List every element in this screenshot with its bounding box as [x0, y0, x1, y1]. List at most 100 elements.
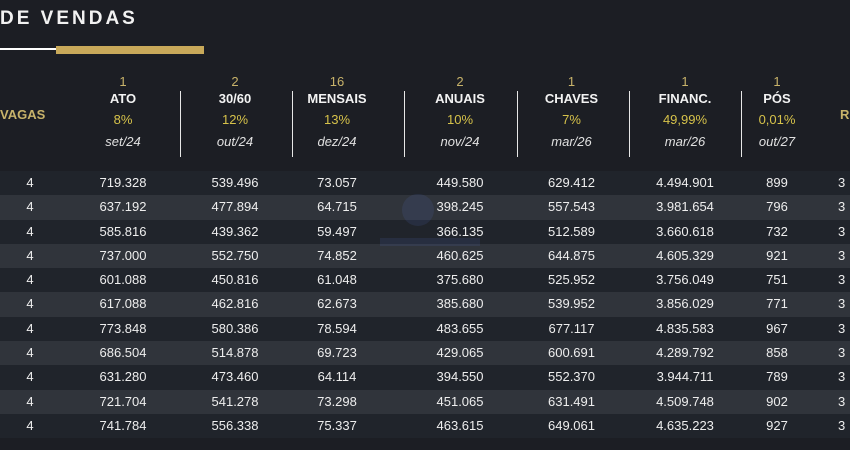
cell-mensais: 74.852 — [317, 247, 357, 263]
cell-r: 3 — [838, 417, 846, 433]
table-row: 4 617.088 462.816 62.673 385.680 539.952 3.856… — [0, 292, 850, 317]
cell-vagas: 4 — [26, 272, 34, 288]
installment-count: 2 — [456, 74, 464, 89]
cell-financ: 4.635.223 — [656, 417, 714, 433]
cell-vagas: 4 — [26, 369, 34, 385]
table-row: 4 719.328 539.496 73.057 449.580 629.412 4.494… — [0, 171, 850, 196]
cell-mensais: 62.673 — [317, 296, 357, 312]
cell-vagas: 4 — [26, 296, 34, 312]
installment-count: 1 — [773, 74, 781, 89]
header-mensais: 16 MENSAIS 13% dez/24 — [292, 70, 382, 162]
cell-vagas: 4 — [26, 320, 34, 336]
cell-mensais: 73.057 — [317, 175, 357, 190]
cell-ato: 585.816 — [99, 223, 147, 239]
cell-chaves: 557.543 — [548, 199, 595, 215]
cell-pos: 921 — [766, 247, 788, 263]
cell-financ: 3.856.029 — [656, 296, 714, 312]
cell-m3060: 477.894 — [211, 199, 259, 215]
table-row: 4 686.504 514.878 69.723 429.065 600.691 4.289… — [0, 341, 850, 366]
cell-vagas: 4 — [26, 247, 34, 263]
due-date: nov/24 — [440, 134, 480, 149]
due-date: mar/26 — [664, 134, 706, 149]
cell-ato: 686.504 — [99, 345, 147, 361]
due-date: out/27 — [758, 134, 796, 149]
column-name: 30/60 — [218, 91, 252, 106]
percentage: 0,01% — [758, 112, 796, 127]
cell-r: 3 — [838, 223, 846, 239]
due-date: out/24 — [216, 134, 254, 149]
percentage: 8% — [113, 112, 133, 127]
cell-anuais: 483.655 — [436, 320, 484, 336]
cell-mensais: 59.497 — [317, 223, 357, 239]
cell-chaves: 512.589 — [548, 223, 595, 239]
cell-pos: 858 — [766, 345, 788, 361]
cell-mensais: 61.048 — [317, 272, 357, 288]
cell-vagas: 4 — [26, 417, 34, 433]
title-underline-gold — [56, 46, 204, 54]
percentage: 12% — [221, 112, 249, 127]
table-row: 4 585.816 439.362 59.497 366.135 512.589 3.660… — [0, 219, 850, 244]
table-row: 4 637.192 477.894 64.715 398.245 557.543 3.981… — [0, 195, 850, 220]
cell-r: 3 — [838, 296, 846, 312]
column-divider — [517, 91, 518, 157]
header-financ: 1 FINANC. 49,99% mar/26 — [645, 70, 725, 162]
cell-pos: 771 — [766, 296, 788, 312]
table-row: 4 741.784 556.338 75.337 463.615 649.061 4.635… — [0, 413, 850, 439]
due-date: mar/26 — [551, 134, 592, 149]
installment-count: 1 — [119, 74, 127, 89]
percentage: 7% — [562, 112, 581, 127]
header-ato: 1 ATO 8% set/24 — [88, 70, 158, 162]
cell-anuais: 463.615 — [436, 417, 484, 433]
cell-mensais: 78.594 — [317, 320, 357, 336]
table-row: 4 737.000 552.750 74.852 460.625 644.875 4.605… — [0, 243, 850, 269]
due-date: set/24 — [105, 134, 141, 149]
cell-financ: 4.509.748 — [656, 393, 714, 409]
cell-chaves: 631.491 — [548, 393, 595, 409]
cell-chaves: 525.952 — [548, 272, 595, 288]
cell-vagas: 4 — [26, 223, 34, 239]
cell-ato: 773.848 — [99, 320, 147, 336]
cell-m3060: 541.278 — [211, 393, 259, 409]
due-date: dez/24 — [317, 134, 357, 149]
cell-vagas: 4 — [26, 345, 34, 361]
installment-count: 1 — [681, 74, 689, 89]
cell-m3060: 552.750 — [211, 247, 259, 263]
cell-financ: 4.835.583 — [656, 320, 714, 336]
cell-vagas: 4 — [26, 175, 34, 190]
installment-count: 2 — [231, 74, 239, 89]
cell-ato: 741.784 — [99, 417, 147, 433]
table-body: 4 719.328 539.496 73.057 449.580 629.412 4.494… — [0, 171, 850, 439]
cell-m3060: 514.878 — [211, 345, 259, 361]
cell-ato: 721.704 — [99, 393, 147, 409]
cell-pos: 902 — [766, 393, 788, 409]
percentage: 13% — [323, 112, 351, 127]
cell-mensais: 64.715 — [317, 199, 357, 215]
cell-m3060: 580.386 — [211, 320, 259, 336]
cell-ato: 631.280 — [99, 369, 147, 385]
cell-anuais: 366.135 — [436, 223, 484, 239]
table-header: VAGAS 1 ATO 8% set/24 2 30/60 12% out/24… — [0, 70, 850, 162]
cell-pos: 796 — [766, 199, 788, 215]
cell-financ: 3.660.618 — [656, 223, 714, 239]
cell-anuais: 429.065 — [436, 345, 484, 361]
cell-r: 3 — [838, 199, 846, 215]
table-row: 4 601.088 450.816 61.048 375.680 525.952 3.756… — [0, 268, 850, 293]
cell-ato: 637.192 — [99, 199, 147, 215]
cell-pos: 927 — [766, 417, 788, 433]
percentage: 49,99% — [662, 112, 708, 127]
cell-ato: 601.088 — [99, 272, 147, 288]
cell-anuais: 460.625 — [436, 247, 484, 263]
cell-mensais: 73.298 — [317, 393, 357, 409]
cell-r: 3 — [838, 247, 846, 263]
cell-chaves: 629.412 — [548, 175, 595, 190]
cell-financ: 4.605.329 — [656, 247, 714, 263]
cell-financ: 3.944.711 — [656, 369, 714, 385]
cell-chaves: 644.875 — [548, 247, 595, 263]
cell-financ: 4.494.901 — [656, 175, 714, 190]
cell-pos: 967 — [766, 320, 788, 336]
cell-r: 3 — [838, 345, 846, 361]
cell-ato: 719.328 — [99, 175, 147, 190]
table-row: 4 631.280 473.460 64.114 394.550 552.370 3.944… — [0, 365, 850, 390]
cell-anuais: 394.550 — [436, 369, 484, 385]
cell-m3060: 462.816 — [211, 296, 259, 312]
